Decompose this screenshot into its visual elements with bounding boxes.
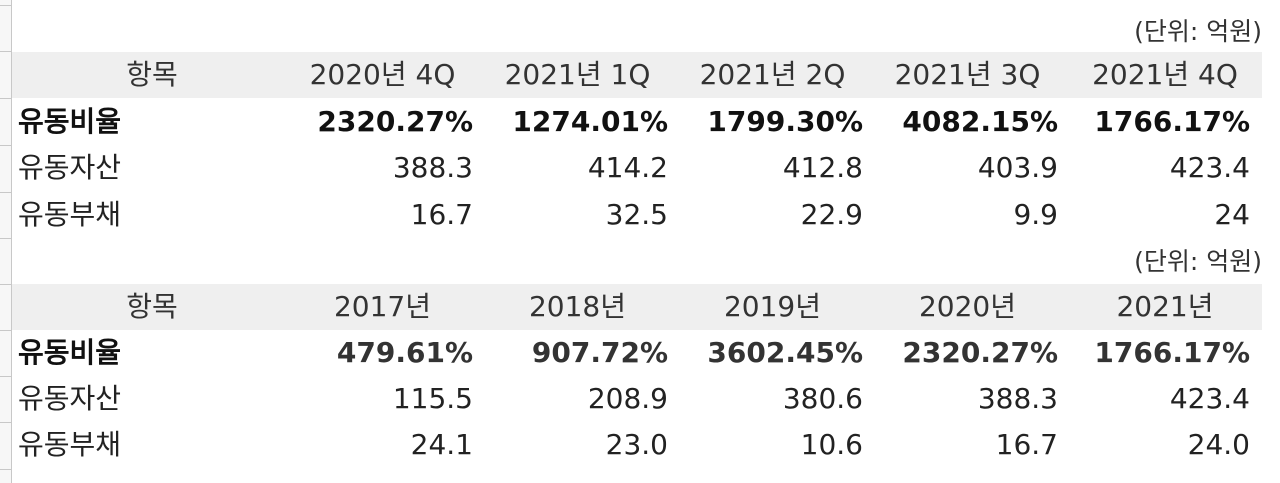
cell-value: 1799.30% — [707, 105, 863, 138]
header-item: 항목 — [126, 58, 178, 91]
row-label: 유동비율 — [18, 105, 122, 138]
cell-value: 403.9 — [977, 151, 1058, 184]
unit-label: (단위: 억원) — [1134, 17, 1262, 46]
cell-value: 479.61% — [336, 336, 473, 369]
cell-value: 32.5 — [605, 198, 668, 231]
cell-value: 414.2 — [587, 151, 668, 184]
cell-value: 22.9 — [800, 198, 863, 231]
table-row-current-ratio: 유동비율 479.61% 907.72% 3602.45% 2320.27% 1… — [12, 330, 1262, 376]
cell-value: 388.3 — [392, 151, 473, 184]
table-row-current-liabilities: 유동부채 16.7 32.5 22.9 9.9 24 — [12, 192, 1262, 238]
row-gridline — [0, 51, 11, 52]
row-label: 유동자산 — [18, 382, 122, 415]
header-period: 2018년 — [528, 290, 627, 323]
cell-value: 10.6 — [800, 428, 863, 461]
row-gridline — [0, 376, 11, 377]
row-gridline — [0, 145, 11, 146]
cell-value: 380.6 — [782, 382, 863, 415]
cell-value: 1766.17% — [1094, 336, 1250, 369]
row-label: 유동부채 — [18, 428, 122, 461]
header-period: 2020년 — [918, 290, 1017, 323]
row-gridline — [0, 192, 11, 193]
header-period: 2021년 4Q — [1092, 58, 1238, 91]
cell-value: 16.7 — [995, 428, 1058, 461]
row-gridline — [0, 98, 11, 99]
table-row-current-assets: 유동자산 115.5 208.9 380.6 388.3 423.4 — [12, 376, 1262, 422]
header-period: 2017년 — [333, 290, 432, 323]
row-gridline — [0, 238, 11, 239]
header-period: 2021년 — [1116, 290, 1214, 323]
row-label: 유동비율 — [18, 336, 122, 369]
cell-value: 1274.01% — [512, 105, 668, 138]
row-gridline — [0, 284, 11, 285]
header-period: 2021년 2Q — [699, 58, 846, 91]
row-label: 유동부채 — [18, 198, 122, 231]
table-row-current-liabilities: 유동부채 24.1 23.0 10.6 16.7 24.0 — [12, 422, 1262, 468]
annual-header-row: 항목 2017년 2018년 2019년 2020년 2021년 — [12, 284, 1262, 330]
cell-value: 3602.45% — [707, 336, 863, 369]
cell-value: 412.8 — [782, 151, 863, 184]
header-item: 항목 — [126, 290, 178, 323]
spreadsheet-area: (단위: 억원) 항목 2020년 4Q 2021년 1Q 2021년 2Q 2… — [12, 0, 1262, 483]
cell-value: 23.0 — [605, 428, 668, 461]
cell-value: 423.4 — [1169, 151, 1250, 184]
header-period: 2021년 1Q — [504, 58, 651, 91]
row-gridline — [0, 469, 11, 470]
header-period: 2021년 3Q — [894, 58, 1041, 91]
cell-value: 24.0 — [1187, 428, 1250, 461]
unit-label: (단위: 억원) — [1134, 247, 1262, 276]
cell-value: 388.3 — [977, 382, 1058, 415]
cell-value: 24 — [1214, 198, 1250, 231]
row-gridline — [0, 5, 11, 6]
cell-value: 907.72% — [531, 336, 668, 369]
cell-value: 24.1 — [410, 428, 473, 461]
quarterly-header-row: 항목 2020년 4Q 2021년 1Q 2021년 2Q 2021년 3Q 2… — [12, 52, 1262, 98]
table-row-current-assets: 유동자산 388.3 414.2 412.8 403.9 423.4 — [12, 145, 1262, 191]
cell-value: 208.9 — [587, 382, 668, 415]
cell-value: 1766.17% — [1094, 105, 1250, 138]
header-period: 2020년 4Q — [309, 58, 456, 91]
cell-value: 9.9 — [1013, 198, 1058, 231]
cell-value: 2320.27% — [902, 336, 1058, 369]
row-label: 유동자산 — [18, 151, 122, 184]
header-period: 2019년 — [723, 290, 822, 323]
cell-value: 16.7 — [410, 198, 473, 231]
cell-value: 4082.15% — [902, 105, 1058, 138]
cell-value: 115.5 — [392, 382, 473, 415]
table-row-current-ratio: 유동비율 2320.27% 1274.01% 1799.30% 4082.15%… — [12, 99, 1262, 145]
cell-value: 423.4 — [1169, 382, 1250, 415]
spreadsheet-row-header-strip — [0, 0, 12, 483]
cell-value: 2320.27% — [317, 105, 473, 138]
row-gridline — [0, 330, 11, 331]
row-gridline — [0, 422, 11, 423]
